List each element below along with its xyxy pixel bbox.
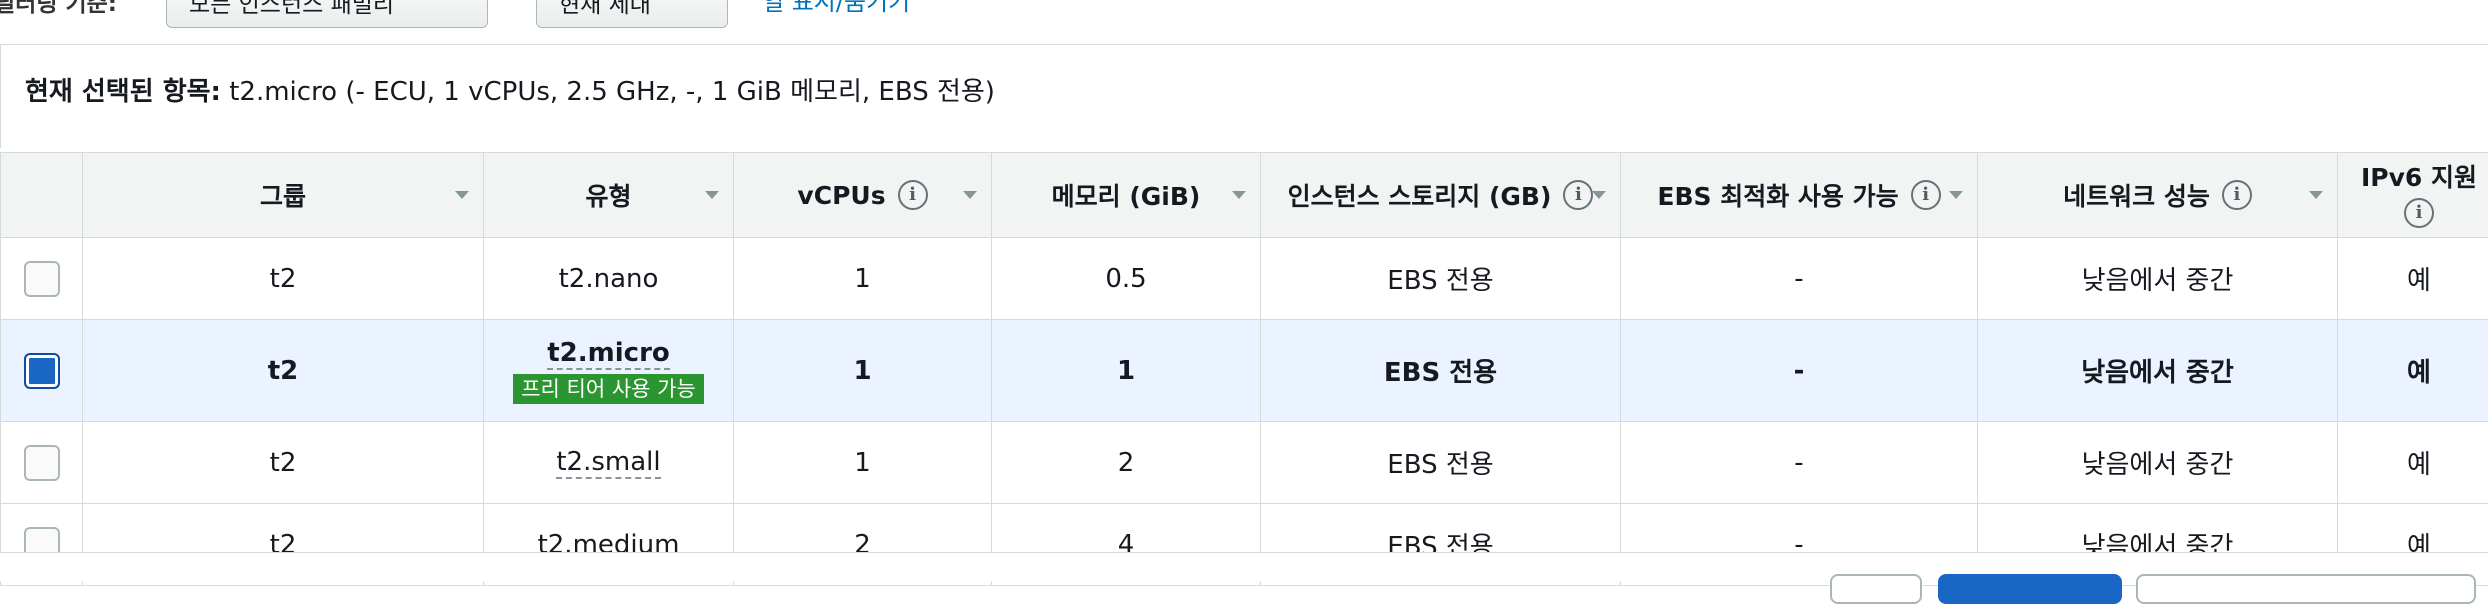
- column-header-network-performance[interactable]: 네트워크 성능 i: [1978, 153, 2338, 238]
- column-header-label: IPv6 지원: [2361, 163, 2477, 192]
- cell-group: t2: [83, 320, 484, 422]
- cell-memory: 1: [992, 320, 1261, 422]
- cell-type: t2.micro 프리 티어 사용 가능: [484, 320, 734, 422]
- cell-storage: EBS 전용: [1261, 320, 1621, 422]
- column-header-label: vCPUs: [797, 181, 885, 210]
- current-selection-value: t2.micro (- ECU, 1 vCPUs, 2.5 GHz, -, 1 …: [229, 77, 995, 107]
- sort-caret-icon[interactable]: [455, 191, 469, 199]
- cell-memory: 2: [992, 422, 1261, 504]
- generation-select[interactable]: 현재 세대: [536, 0, 728, 28]
- cell-storage: EBS 전용: [1261, 422, 1621, 504]
- row-checkbox-checked[interactable]: [24, 353, 60, 389]
- column-header-label: 네트워크 성능: [2063, 177, 2210, 213]
- instance-family-select[interactable]: 모든 인스턴스 패밀리: [166, 0, 488, 28]
- column-header-memory[interactable]: 메모리 (GiB): [992, 153, 1261, 238]
- filter-bar: 필터링 기준: 모든 인스턴스 패밀리 현재 세대 열 표시/숨기기: [0, 0, 2488, 28]
- current-selection-panel: 현재 선택된 항목: t2.micro (- ECU, 1 vCPUs, 2.5…: [0, 44, 2488, 148]
- sort-caret-icon[interactable]: [1592, 191, 1606, 199]
- column-header-label: 유형: [585, 182, 631, 211]
- cell-ipv6: 예: [2338, 422, 2488, 504]
- row-select-cell[interactable]: [1, 320, 83, 422]
- review-and-launch-button[interactable]: [1938, 574, 2122, 604]
- sort-caret-icon[interactable]: [2309, 191, 2323, 199]
- cell-group: t2: [83, 422, 484, 504]
- info-icon[interactable]: i: [2222, 180, 2252, 210]
- table-header-row: 그룹 유형 vCPUs i 메모리 (GiB) 인스턴스 스토리지 (: [1, 153, 2488, 238]
- select-column-header: [1, 153, 83, 238]
- column-header-group[interactable]: 그룹: [83, 153, 484, 238]
- cell-ipv6: 예: [2338, 238, 2488, 320]
- cell-vcpus: 1: [734, 238, 992, 320]
- column-header-ebs-optimized[interactable]: EBS 최적화 사용 가능 i: [1621, 153, 1978, 238]
- instance-type-table: 그룹 유형 vCPUs i 메모리 (GiB) 인스턴스 스토리지 (: [0, 152, 2488, 586]
- cell-vcpus: 1: [734, 320, 992, 422]
- row-select-cell[interactable]: [1, 422, 83, 504]
- column-header-label: 메모리 (GiB): [1052, 182, 1201, 211]
- sort-caret-icon[interactable]: [963, 191, 977, 199]
- cell-ebs: -: [1621, 320, 1978, 422]
- cell-network: 낮음에서 중간: [1978, 422, 2338, 504]
- cell-network: 낮음에서 중간: [1978, 320, 2338, 422]
- current-selection-label: 현재 선택된 항목:: [25, 77, 221, 107]
- cell-ebs: -: [1621, 422, 1978, 504]
- column-header-type[interactable]: 유형: [484, 153, 734, 238]
- column-header-label: 그룹: [260, 182, 306, 211]
- next-button[interactable]: [2136, 574, 2476, 604]
- column-header-instance-storage[interactable]: 인스턴스 스토리지 (GB) i: [1261, 153, 1621, 238]
- column-header-ipv6[interactable]: IPv6 지원 i: [2338, 153, 2488, 238]
- cell-type: t2.small: [484, 422, 734, 504]
- column-header-vcpus[interactable]: vCPUs i: [734, 153, 992, 238]
- row-checkbox[interactable]: [24, 261, 60, 297]
- cancel-button[interactable]: [1830, 574, 1922, 604]
- instance-family-select-value: 모든 인스턴스 패밀리: [189, 0, 394, 19]
- instance-type-label: t2.nano: [559, 264, 659, 294]
- cell-group: t2: [83, 238, 484, 320]
- cell-vcpus: 1: [734, 422, 992, 504]
- cell-network: 낮음에서 중간: [1978, 238, 2338, 320]
- instance-type-label[interactable]: t2.small: [556, 447, 660, 479]
- sort-caret-icon[interactable]: [1949, 191, 1963, 199]
- filter-label: 필터링 기준:: [0, 0, 117, 18]
- column-header-label: EBS 최적화 사용 가능: [1657, 177, 1898, 213]
- instance-type-label[interactable]: t2.micro: [547, 338, 670, 370]
- cell-storage: EBS 전용: [1261, 238, 1621, 320]
- generation-select-value: 현재 세대: [559, 0, 651, 19]
- cell-ipv6: 예: [2338, 320, 2488, 422]
- table-row[interactable]: t2 t2.small 1 2 EBS 전용 - 낮음에서 중간 예: [1, 422, 2488, 504]
- row-select-cell[interactable]: [1, 238, 83, 320]
- free-tier-badge: 프리 티어 사용 가능: [513, 374, 704, 404]
- cell-type: t2.nano: [484, 238, 734, 320]
- sort-caret-icon[interactable]: [1232, 191, 1246, 199]
- column-header-label: 인스턴스 스토리지 (GB): [1288, 177, 1552, 213]
- sort-caret-icon[interactable]: [705, 191, 719, 199]
- info-icon[interactable]: i: [1911, 180, 1941, 210]
- cell-memory: 0.5: [992, 238, 1261, 320]
- row-checkbox[interactable]: [24, 445, 60, 481]
- info-icon[interactable]: i: [1563, 180, 1593, 210]
- info-icon[interactable]: i: [898, 180, 928, 210]
- info-icon[interactable]: i: [2404, 198, 2434, 228]
- show-hide-columns-link[interactable]: 열 표시/숨기기: [762, 0, 910, 17]
- table-row[interactable]: t2 t2.nano 1 0.5 EBS 전용 - 낮음에서 중간 예: [1, 238, 2488, 320]
- current-selection-text: 현재 선택된 항목: t2.micro (- ECU, 1 vCPUs, 2.5…: [25, 71, 995, 108]
- cell-ebs: -: [1621, 238, 1978, 320]
- table-row-selected[interactable]: t2 t2.micro 프리 티어 사용 가능 1 1 EBS 전용 - 낮음에…: [1, 320, 2488, 422]
